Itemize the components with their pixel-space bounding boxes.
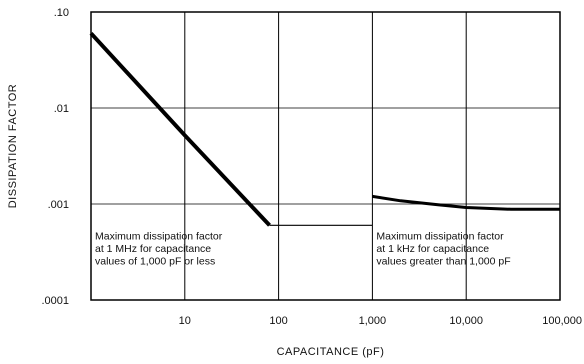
series-line-1 [89, 31, 271, 227]
x-tick-label: 10,000 [449, 315, 483, 327]
grid-lines [91, 12, 560, 300]
x-tick-label: 10 [179, 315, 191, 327]
y-tick-label: .10 [54, 7, 69, 19]
plot-frame [90, 11, 561, 301]
x-tick-label: 1,000 [359, 315, 387, 327]
y-tick-label: .001 [48, 199, 69, 211]
y-tick-labels: .10 .01 .001 .0001 [41, 7, 69, 307]
y-axis-title: DISSIPATION FACTOR [7, 84, 19, 209]
y-tick-label: .01 [54, 103, 69, 115]
annotation-layer: Maximum dissipation factor at 1 MHz for c… [95, 230, 511, 267]
x-tick-label: 100,000 [542, 315, 582, 327]
y-tick-label: .0001 [41, 295, 69, 307]
series-layer [89, 31, 560, 227]
annotation-text: Maximum dissipation factor at 1 kHz for c… [376, 230, 510, 267]
x-axis-title: CAPACITANCE (pF) [277, 346, 385, 358]
series-line-2 [372, 194, 560, 211]
x-tick-labels: 10 100 1,000 10,000 100,000 [179, 315, 582, 327]
annotation-text: Maximum dissipation factor at 1 MHz for c… [95, 230, 223, 267]
x-tick-label: 100 [269, 315, 287, 327]
